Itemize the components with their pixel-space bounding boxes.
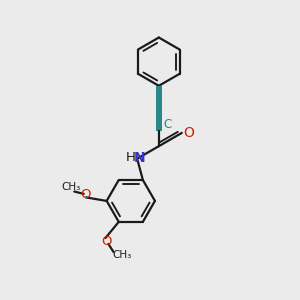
Text: O: O bbox=[183, 126, 194, 140]
Text: O: O bbox=[80, 188, 91, 201]
Text: O: O bbox=[102, 236, 112, 248]
Text: H: H bbox=[126, 151, 136, 164]
Text: CH₃: CH₃ bbox=[61, 182, 80, 192]
Text: N: N bbox=[134, 151, 145, 164]
Text: CH₃: CH₃ bbox=[112, 250, 131, 260]
Text: C: C bbox=[163, 118, 171, 130]
